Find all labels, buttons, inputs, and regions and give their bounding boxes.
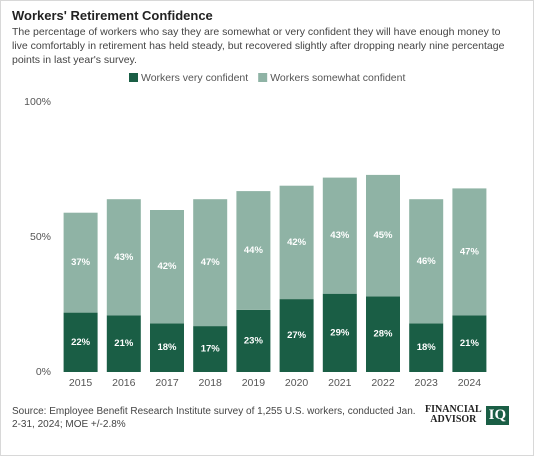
value-label: 18%: [157, 342, 177, 353]
value-label: 43%: [114, 252, 134, 263]
bar-segment: [236, 191, 271, 310]
logo-words: FINANCIAL ADVISOR: [425, 405, 482, 425]
value-label: 22%: [71, 337, 91, 348]
bar-segment: [106, 199, 141, 316]
bar-segment: [452, 315, 487, 372]
bar-segment: [409, 323, 444, 372]
value-label: 27%: [287, 330, 307, 341]
value-label: 46%: [417, 256, 437, 267]
source-note: Source: Employee Benefit Research Instit…: [12, 406, 416, 430]
value-label: 42%: [287, 237, 307, 248]
bar-segment: [193, 326, 228, 372]
logo-line: ADVISOR: [430, 414, 477, 425]
value-label: 18%: [417, 342, 437, 353]
bar-segment: [366, 296, 400, 372]
value-label: 45%: [373, 230, 393, 241]
bar-segment: [322, 177, 357, 294]
bar-segment: [193, 199, 228, 327]
value-label: 42%: [157, 261, 177, 272]
bar-segment: [452, 188, 487, 316]
value-label: 43%: [330, 230, 350, 241]
logo-line: FINANCIAL: [425, 404, 482, 415]
value-label: 28%: [373, 329, 393, 340]
bar-segment: [236, 309, 271, 372]
y-tick-label: 100%: [24, 96, 51, 108]
legend-label: Workers very confident: [141, 72, 248, 84]
x-tick-label: 2016: [112, 377, 136, 389]
x-tick-label: 2021: [328, 377, 352, 389]
legend-label: Workers somewhat confident: [270, 72, 405, 84]
x-tick-label: 2018: [199, 377, 223, 389]
logo-mark: IQ: [485, 405, 510, 425]
y-tick-label: 50%: [30, 231, 51, 243]
x-tick-label: 2024: [458, 377, 482, 389]
value-label: 44%: [244, 245, 264, 256]
x-tick-label: 2022: [371, 377, 395, 389]
x-tick-label: 2023: [415, 377, 439, 389]
bar-segment: [106, 315, 141, 372]
chart-title: Workers' Retirement Confidence: [12, 8, 213, 23]
bar-segment: [279, 185, 314, 300]
x-tick-label: 2015: [69, 377, 93, 389]
x-tick-label: 2020: [285, 377, 309, 389]
value-label: 17%: [201, 344, 221, 355]
bar-segment: [63, 312, 98, 372]
value-label: 21%: [460, 338, 480, 349]
bar-segment: [150, 210, 184, 324]
bar-segment: [322, 293, 357, 372]
value-label: 47%: [201, 257, 221, 268]
x-tick-label: 2017: [155, 377, 179, 389]
bar-segment: [63, 212, 98, 313]
logo: FINANCIAL ADVISOR IQ: [425, 405, 510, 425]
bar-segment: [150, 323, 184, 372]
bar-segment: [279, 299, 314, 372]
value-label: 47%: [460, 246, 480, 257]
value-label: 23%: [244, 335, 264, 346]
bar-segment: [409, 199, 444, 324]
value-label: 29%: [330, 327, 350, 338]
value-label: 21%: [114, 338, 134, 349]
legend-swatch: [258, 73, 268, 82]
bar-segment: [366, 174, 400, 297]
value-label: 37%: [71, 257, 91, 268]
x-tick-label: 2019: [242, 377, 266, 389]
y-tick-label: 0%: [36, 366, 51, 378]
chart-subtitle: The percentage of workers who say they a…: [12, 26, 505, 66]
legend-swatch: [129, 73, 138, 82]
